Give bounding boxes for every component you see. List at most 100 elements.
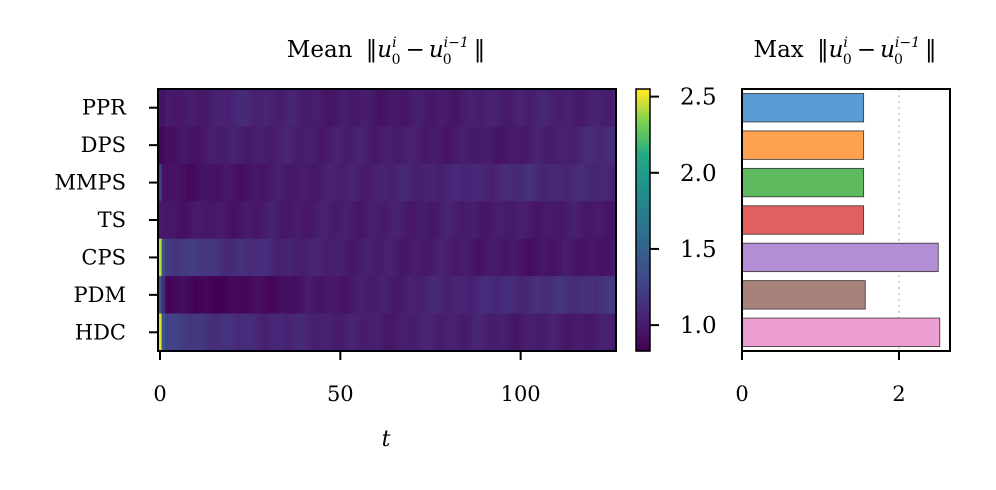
heatmap-cell [176, 201, 181, 240]
heatmap-cell [255, 276, 260, 314]
heatmap-cells [158, 89, 617, 352]
heatmap-cell [518, 89, 523, 127]
heatmap-cell [219, 163, 224, 202]
heatmap-cell [356, 201, 361, 240]
heatmap-cell [363, 313, 368, 352]
heatmap-cell [309, 313, 314, 352]
heatmap-cell [453, 89, 458, 127]
heatmap-cell [583, 163, 588, 202]
heatmap-cell [507, 126, 513, 165]
heatmap-cell [525, 201, 531, 240]
y-tick-label: PDM [74, 283, 126, 307]
heatmap-cell [529, 313, 534, 352]
heatmap-cell [226, 238, 231, 277]
heatmap-cell [500, 126, 505, 165]
colorbar-segment [636, 131, 650, 136]
heatmap-cell [352, 163, 357, 202]
heatmap-cell [367, 89, 372, 127]
heatmap-cell [277, 201, 282, 240]
heatmap-cell [161, 89, 166, 127]
heatmap-cell [432, 201, 437, 240]
heatmap-cell [262, 276, 267, 314]
heatmap-cell [230, 313, 235, 352]
heatmap-cell [176, 238, 181, 277]
heatmap-cell [244, 163, 249, 202]
heatmap-cell [251, 238, 256, 277]
heatmap-cell [190, 89, 195, 127]
heatmap-cell [370, 238, 375, 277]
heatmap-cell [370, 163, 375, 202]
heatmap-cell [212, 238, 217, 277]
heatmap-cell [554, 313, 559, 352]
heatmap-cell [414, 238, 419, 277]
heatmap-cell [212, 89, 217, 127]
y-tick-label: PPR [82, 96, 127, 120]
heatmap-cell [457, 313, 462, 352]
heatmap-cell [219, 89, 224, 127]
heatmap-cell [158, 276, 163, 314]
heatmap-cell [172, 89, 177, 127]
heatmap-cell [374, 201, 379, 240]
y-tick-label: MMPS [54, 171, 126, 195]
heatmap-cell [515, 89, 520, 127]
heatmap-cell [244, 276, 249, 314]
heatmap-cell [403, 163, 408, 202]
heatmap-cell [475, 89, 480, 127]
heatmap-cell [284, 126, 289, 165]
heatmap-cell [504, 126, 509, 165]
heatmap-cell [302, 313, 307, 352]
heatmap-cell [406, 89, 412, 127]
heatmap-cell [547, 201, 552, 240]
heatmap-cell [367, 238, 372, 277]
heatmap-cell [551, 163, 556, 202]
heatmap-cell [511, 163, 516, 202]
heatmap-cell [482, 163, 487, 202]
heatmap-cell [421, 313, 426, 352]
heatmap-cell [529, 238, 534, 277]
heatmap-cell [565, 313, 570, 352]
heatmap-cell [168, 89, 174, 127]
heatmap-cell [158, 163, 163, 202]
heatmap-cell [399, 201, 404, 240]
heatmap-cell [316, 126, 321, 165]
heatmap-cell [240, 89, 246, 127]
heatmap-cell [338, 313, 343, 352]
heatmap-cell [457, 89, 462, 127]
heatmap-cell [251, 313, 256, 352]
heatmap-cell [561, 313, 567, 352]
heatmap-cell [543, 238, 549, 277]
heatmap-cell [208, 163, 213, 202]
heatmap-cell [612, 201, 617, 240]
heatmap-cell [435, 276, 440, 314]
heatmap-cell [161, 163, 166, 202]
heatmap-cell [212, 276, 217, 314]
heatmap-cell [248, 126, 253, 165]
heatmap-cell [381, 163, 386, 202]
heatmap-cell [251, 276, 256, 314]
heatmap-cell [608, 238, 613, 277]
heatmap-cell [338, 163, 343, 202]
colorbar-tick-label: 1.0 [680, 313, 717, 339]
heatmap-cell [486, 276, 491, 314]
heatmap-cell [277, 313, 282, 352]
heatmap-cell [515, 126, 520, 165]
heatmap-cell [482, 126, 487, 165]
colorbar-segment [636, 285, 650, 290]
heatmap-cell [341, 201, 347, 240]
heatmap-cell [345, 238, 350, 277]
heatmap-cell [486, 89, 491, 127]
heatmap-cell [190, 276, 195, 314]
colorbar-segment [636, 147, 650, 152]
heatmap-cell [489, 201, 494, 240]
heatmap-cell [359, 89, 365, 127]
heatmap-cell [511, 313, 516, 352]
heatmap-cell [230, 201, 235, 240]
heatmap-cell [305, 313, 311, 352]
heatmap-cell [522, 276, 527, 314]
heatmap-cell [183, 126, 188, 165]
heatmap-cell [359, 163, 365, 202]
heatmap-cell [302, 126, 307, 165]
heatmap-cell [457, 201, 462, 240]
heatmap-cell [363, 276, 368, 314]
heatmap-cell [237, 276, 242, 314]
